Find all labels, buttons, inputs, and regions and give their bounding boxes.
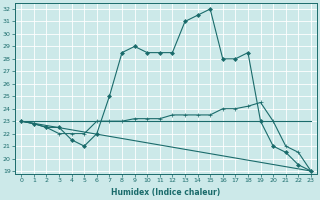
X-axis label: Humidex (Indice chaleur): Humidex (Indice chaleur) [111, 188, 221, 197]
